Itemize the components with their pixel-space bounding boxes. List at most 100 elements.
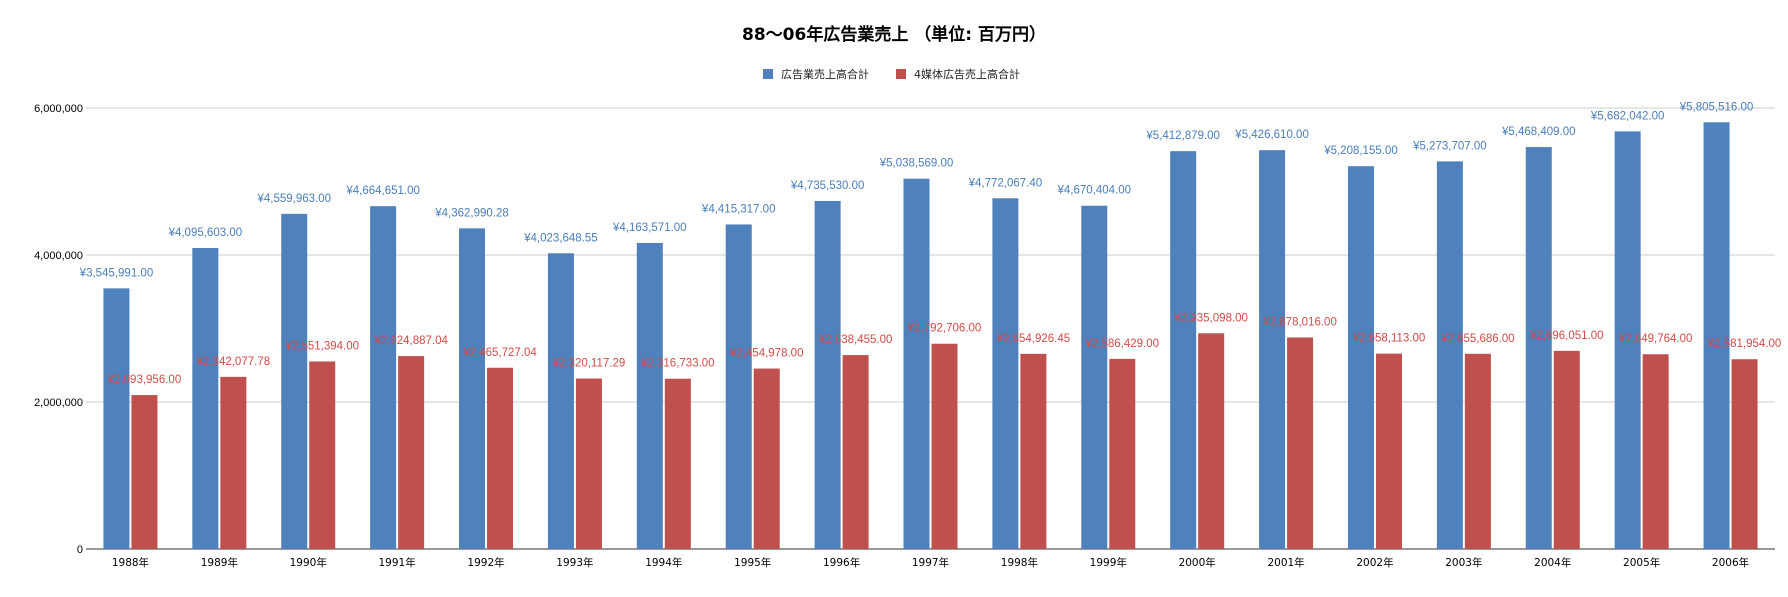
y-axis: 0 2,000,000 4,000,000 6,000,000 (34, 103, 83, 556)
data-label-series-2: ¥2,316,733.00 (640, 358, 715, 370)
x-tick-label: 1997年 (912, 556, 949, 569)
data-label-series-2: ¥2,342,077.78 (196, 356, 271, 368)
data-label-series-2: ¥2,935,098.00 (1173, 312, 1248, 324)
bar-series-2 (753, 368, 780, 549)
x-tick-label: 1993年 (556, 556, 593, 569)
data-label-series-1: ¥4,415,317.00 (701, 203, 776, 215)
x-tick-label: 2004年 (1534, 556, 1571, 569)
bar-series-1 (370, 206, 397, 550)
data-label-series-2: ¥2,581,954.00 (1707, 338, 1782, 350)
bar-series-2 (1731, 359, 1758, 549)
data-label-series-1: ¥5,038,569.00 (879, 158, 954, 170)
gridlines (86, 107, 1775, 550)
data-label-series-2: ¥2,792,706.00 (907, 323, 982, 335)
x-tick-label: 2002年 (1356, 556, 1393, 569)
bar-series-2 (487, 367, 514, 549)
bar-series-1 (636, 242, 663, 549)
bar-series-1 (1170, 151, 1197, 550)
x-tick-label: 1994年 (645, 556, 682, 569)
bars (103, 122, 1758, 550)
data-label-series-2: ¥2,878,016.00 (1262, 316, 1337, 328)
bar-series-2 (1198, 333, 1225, 549)
legend-item-series-1: 広告業売上高合計 (763, 67, 869, 81)
x-tick-label: 1999年 (1090, 556, 1127, 569)
x-tick-label: 2003年 (1445, 556, 1482, 569)
data-label-series-1: ¥4,095,603.00 (168, 227, 243, 239)
bar-series-2 (575, 378, 602, 549)
data-label-series-2: ¥2,454,978.00 (729, 348, 804, 360)
legend-swatch-series-1 (763, 69, 773, 79)
data-label-series-1: ¥5,273,707.00 (1412, 140, 1487, 152)
data-label-series-1: ¥4,772,067.40 (968, 177, 1043, 189)
x-tick-label: 1995年 (734, 556, 771, 569)
bar-series-2 (842, 355, 869, 549)
y-tick-label: 6,000,000 (34, 103, 83, 115)
bar-series-1 (1081, 205, 1108, 549)
legend-label-series-2: 4媒体広告売上高合計 (914, 67, 1020, 81)
data-label-series-1: ¥4,559,963.00 (256, 193, 331, 205)
bar-series-1 (1525, 147, 1552, 549)
x-tick-label: 2006年 (1712, 556, 1749, 569)
bar-series-1 (103, 288, 130, 549)
data-label-series-1: ¥4,735,530.00 (790, 180, 865, 192)
bar-series-2 (664, 378, 691, 549)
data-label-series-1: ¥5,805,516.00 (1679, 101, 1754, 113)
bar-series-1 (1614, 131, 1641, 549)
y-tick-label: 4,000,000 (34, 250, 83, 262)
x-tick-label: 2005年 (1623, 556, 1660, 569)
data-label-series-1: ¥4,023,648.55 (523, 232, 598, 244)
data-label-series-2: ¥2,320,117.29 (552, 357, 626, 369)
legend-item-series-2: 4媒体広告売上高合計 (896, 67, 1020, 81)
data-label-series-1: ¥5,208,155.00 (1323, 145, 1398, 157)
data-label-series-1: ¥4,362,990.28 (434, 207, 509, 219)
bar-series-1 (814, 200, 841, 549)
x-tick-label: 1988年 (112, 556, 149, 569)
data-label-series-2: ¥2,093,956.00 (107, 374, 182, 386)
bar-series-1 (547, 253, 574, 549)
data-label-series-2: ¥2,649,764.00 (1618, 333, 1693, 345)
data-label-series-2: ¥2,658,113.00 (1352, 333, 1426, 345)
bar-series-2 (1464, 353, 1491, 549)
data-label-series-2: ¥2,638,455.00 (818, 334, 893, 346)
bar-series-2 (309, 361, 336, 549)
bar-series-2 (1287, 337, 1314, 549)
bar-series-2 (131, 395, 158, 549)
bar-series-2 (1020, 353, 1047, 549)
y-tick-label: 0 (77, 544, 83, 556)
bar-series-1 (1347, 166, 1374, 549)
data-labels: ¥3,545,991.00 ¥2,093,956.00 ¥4,095,603.00 ¥… (79, 101, 1782, 386)
data-label-series-2: ¥2,624,887.04 (373, 335, 448, 347)
bar-series-2 (220, 376, 247, 549)
bar-series-2 (1642, 354, 1669, 549)
data-label-series-1: ¥5,426,610.00 (1234, 129, 1309, 141)
legend: 広告業売上高合計 4媒体広告売上高合計 (763, 67, 1020, 81)
x-tick-label: 2001年 (1267, 556, 1304, 569)
bar-series-1 (1259, 150, 1286, 549)
data-label-series-1: ¥5,412,879.00 (1145, 130, 1220, 142)
data-label-series-1: ¥4,670,404.00 (1057, 185, 1132, 197)
x-tick-label: 1990年 (290, 556, 327, 569)
bar-series-1 (459, 228, 486, 549)
data-label-series-2: ¥2,586,429.00 (1085, 338, 1160, 350)
data-label-series-2: ¥2,465,727.04 (462, 347, 537, 359)
data-label-series-1: ¥5,468,409.00 (1501, 126, 1576, 138)
y-tick-label: 2,000,000 (34, 397, 83, 409)
data-label-series-2: ¥2,696,051.00 (1529, 330, 1604, 342)
data-label-series-2: ¥2,551,394.00 (284, 340, 359, 352)
chart-title: 88～06年広告業売上 （単位: 百万円） (742, 24, 1046, 45)
bar-series-2 (1375, 353, 1402, 549)
data-label-series-1: ¥4,163,571.00 (612, 222, 687, 234)
x-tick-label: 2000年 (1179, 556, 1216, 569)
legend-swatch-series-2 (896, 69, 906, 79)
data-label-series-2: ¥2,655,686.00 (1440, 333, 1515, 345)
x-tick-label: 1989年 (201, 556, 238, 569)
bar-series-1 (1436, 161, 1463, 549)
x-tick-label: 1996年 (823, 556, 860, 569)
bar-series-1 (903, 178, 930, 550)
bar-series-1 (1703, 122, 1730, 550)
data-label-series-1: ¥4,664,651.00 (345, 185, 420, 197)
x-tick-label: 1991年 (379, 556, 416, 569)
data-label-series-1: ¥3,545,991.00 (79, 267, 154, 279)
bar-series-1 (192, 247, 219, 549)
